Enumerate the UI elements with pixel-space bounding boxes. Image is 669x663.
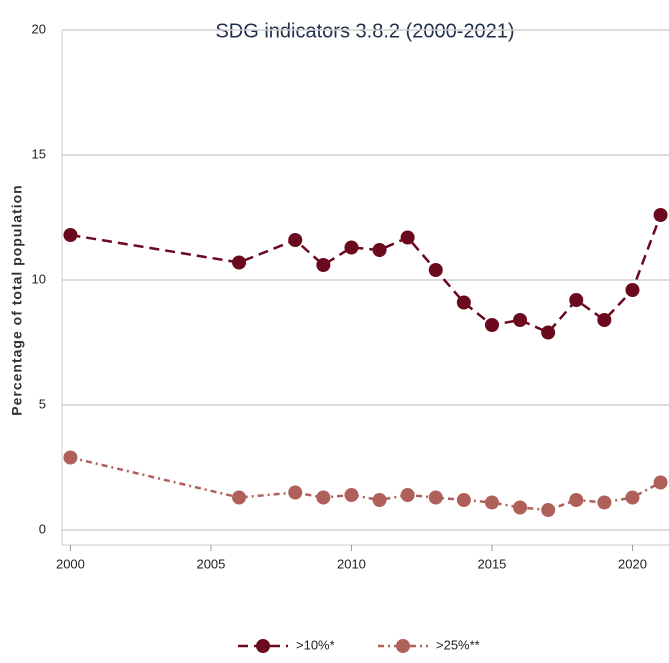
data-point xyxy=(456,295,471,310)
data-point xyxy=(344,488,359,502)
data-point xyxy=(372,493,387,507)
y-tick-label: 15 xyxy=(32,146,46,161)
data-point xyxy=(456,493,471,507)
data-point xyxy=(63,228,78,242)
x-tick-label: 2015 xyxy=(477,556,506,571)
legend-marker xyxy=(396,639,410,653)
data-point xyxy=(541,503,556,517)
data-point xyxy=(541,325,556,340)
x-tick-label: 2000 xyxy=(56,556,85,571)
data-point xyxy=(428,490,443,505)
data-point xyxy=(484,318,499,332)
data-point xyxy=(653,208,668,222)
chart-title: SDG indicators 3.8.2 (2000-2021) xyxy=(215,20,514,42)
data-point xyxy=(625,490,640,505)
data-point xyxy=(400,488,415,502)
series-line xyxy=(70,456,662,512)
data-point xyxy=(288,485,303,500)
y-tick-label: 5 xyxy=(39,396,46,411)
data-point xyxy=(569,493,584,507)
data-point xyxy=(597,495,612,510)
data-point xyxy=(653,475,668,490)
y-tick-label: 20 xyxy=(32,21,46,36)
x-tick-label: 2005 xyxy=(196,556,225,571)
legend-marker xyxy=(256,639,270,653)
legend-label: >25%** xyxy=(436,637,480,652)
data-point xyxy=(316,258,331,272)
data-point xyxy=(344,240,359,255)
data-point xyxy=(63,450,78,465)
data-point xyxy=(484,495,499,510)
data-point xyxy=(513,313,528,327)
data-point xyxy=(232,255,247,270)
data-point xyxy=(428,263,443,277)
x-tick-label: 2010 xyxy=(337,556,366,571)
data-point xyxy=(316,490,331,505)
x-tick-label: 2020 xyxy=(618,556,647,571)
series-line xyxy=(70,214,662,335)
data-point xyxy=(400,230,415,245)
legend-label: >10%* xyxy=(296,637,335,652)
data-point xyxy=(513,500,528,515)
data-point xyxy=(597,313,612,327)
y-tick-label: 0 xyxy=(39,521,46,536)
data-point xyxy=(232,490,247,505)
data-point xyxy=(569,293,584,307)
y-tick-label: 10 xyxy=(32,271,46,286)
data-point xyxy=(372,243,387,257)
y-axis-label: Percentage of total population xyxy=(9,184,25,415)
data-point xyxy=(288,233,303,247)
data-point xyxy=(625,283,640,297)
